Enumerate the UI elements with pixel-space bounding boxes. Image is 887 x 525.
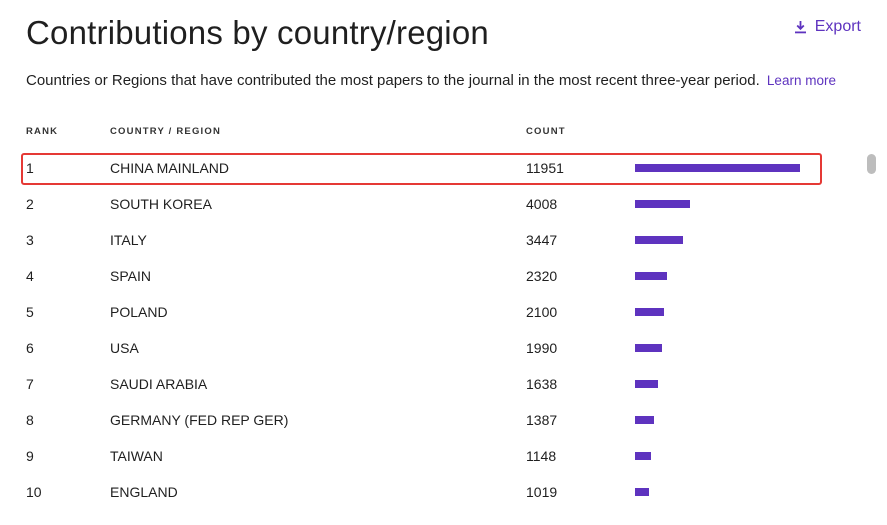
table-row[interactable]: 2 SOUTH KOREA 4008 [0, 186, 887, 222]
table-row[interactable]: 3 ITALY 3447 [0, 222, 887, 258]
row-count: 1148 [526, 448, 557, 464]
row-count: 2320 [526, 268, 558, 284]
table-row[interactable]: 9 TAIWAN 1148 [0, 438, 887, 474]
count-bar [635, 344, 662, 352]
row-rank: 5 [26, 304, 34, 320]
table-row[interactable]: 5 POLAND 2100 [0, 294, 887, 330]
row-count: 11951 [526, 160, 564, 176]
scrollbar-thumb[interactable] [867, 154, 876, 174]
table-row[interactable]: 1 CHINA MAINLAND 11951 [0, 150, 887, 186]
row-rank: 1 [26, 160, 34, 176]
row-rank: 3 [26, 232, 34, 248]
download-icon [794, 20, 807, 34]
row-country: POLAND [110, 304, 168, 320]
column-header-rank: RANK [26, 126, 59, 137]
column-header-country: COUNTRY / REGION [110, 126, 222, 137]
column-header-count: COUNT [526, 126, 566, 137]
export-label: Export [814, 18, 861, 35]
row-count: 1990 [526, 340, 558, 356]
table-header: RANK COUNTRY / REGION COUNT [0, 126, 887, 140]
row-count: 4008 [526, 196, 558, 212]
table-row[interactable]: 10 ENGLAND 1019 [0, 474, 887, 510]
row-rank: 9 [26, 448, 34, 464]
count-bar [635, 200, 690, 208]
row-country: ENGLAND [110, 484, 178, 500]
row-country: GERMANY (FED REP GER) [110, 412, 289, 428]
row-country: ITALY [110, 232, 147, 248]
count-bar [635, 488, 649, 496]
row-rank: 10 [26, 484, 42, 500]
row-country: CHINA MAINLAND [110, 160, 230, 176]
export-button[interactable]: Export [794, 18, 861, 36]
learn-more-link[interactable]: Learn more [766, 73, 836, 88]
row-country: USA [110, 340, 139, 356]
row-country: SPAIN [110, 268, 151, 284]
row-rank: 7 [26, 376, 34, 392]
table-row[interactable]: 4 SPAIN 2320 [0, 258, 887, 294]
row-rank: 2 [26, 196, 34, 212]
table-row[interactable]: 7 SAUDI ARABIA 1638 [0, 366, 887, 402]
table-row[interactable]: 8 GERMANY (FED REP GER) 1387 [0, 402, 887, 438]
row-rank: 6 [26, 340, 34, 356]
count-bar [635, 452, 651, 460]
row-country: SAUDI ARABIA [110, 376, 208, 392]
count-bar [635, 416, 654, 424]
row-country: TAIWAN [110, 448, 163, 464]
description-text: Countries or Regions that have contribut… [26, 72, 760, 89]
row-rank: 4 [26, 268, 34, 284]
row-count: 1019 [526, 484, 558, 500]
count-bar [635, 380, 658, 388]
page-title: Contributions by country/region [26, 14, 489, 51]
country-table: 1 CHINA MAINLAND 11951 2 SOUTH KOREA 4008 3 ITA… [0, 150, 887, 510]
count-bar [635, 308, 664, 316]
row-count: 3447 [526, 232, 558, 248]
count-bar [635, 164, 800, 172]
row-country: SOUTH KOREA [110, 196, 212, 212]
count-bar [635, 236, 683, 244]
row-count: 1387 [526, 412, 558, 428]
count-bar [635, 272, 667, 280]
page-description: Countries or Regions that have contribut… [26, 72, 836, 89]
row-count: 1638 [526, 376, 558, 392]
table-row[interactable]: 6 USA 1990 [0, 330, 887, 366]
row-count: 2100 [526, 304, 558, 320]
row-rank: 8 [26, 412, 34, 428]
